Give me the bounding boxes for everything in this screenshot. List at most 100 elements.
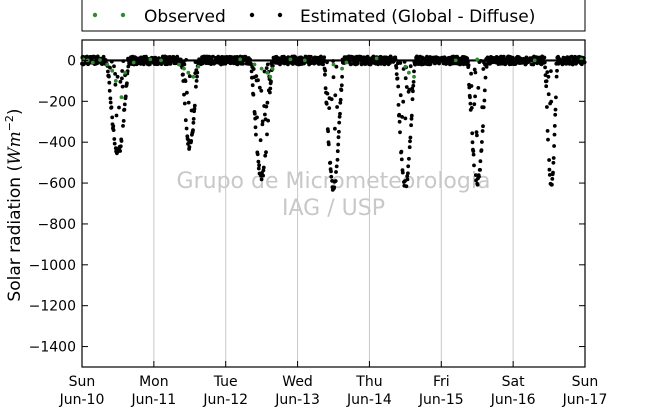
estimated-point	[333, 93, 338, 98]
estimated-point	[107, 88, 112, 93]
estimated-point	[111, 128, 116, 133]
observed-point	[186, 70, 191, 75]
x-tick-label-date: Jun-12	[202, 392, 248, 408]
estimated-point	[118, 144, 123, 149]
estimated-point	[265, 100, 270, 105]
observed-point	[177, 62, 181, 67]
observed-point	[259, 66, 264, 71]
estimated-point	[106, 69, 110, 74]
estimated-point	[481, 67, 486, 71]
observed-point	[270, 66, 275, 71]
estimated-point	[408, 135, 413, 140]
estimated-point	[181, 72, 185, 77]
estimated-point	[107, 80, 112, 85]
observed-point	[90, 60, 95, 65]
estimated-point	[473, 70, 478, 75]
estimated-point	[334, 64, 339, 69]
estimated-point	[120, 76, 124, 81]
estimated-point	[468, 101, 473, 106]
estimated-point	[125, 81, 129, 86]
estimated-point	[334, 164, 339, 169]
x-tick-label-day: Wed	[282, 374, 313, 390]
estimated-point	[323, 72, 327, 77]
observed-point	[119, 95, 124, 100]
series-observed-points	[81, 56, 584, 100]
estimated-point	[194, 84, 198, 89]
estimated-point	[553, 107, 558, 112]
estimated-point	[189, 139, 194, 143]
estimated-point	[119, 139, 124, 143]
estimated-point	[466, 60, 470, 64]
estimated-point	[262, 69, 267, 74]
estimated-point	[546, 74, 551, 79]
estimated-point	[187, 74, 192, 79]
x-tick-label-date: Jun-10	[59, 392, 105, 408]
estimated-point	[182, 62, 187, 67]
estimated-point	[248, 57, 253, 62]
estimated-point	[263, 153, 268, 158]
y-axis-label-close: )	[5, 108, 25, 115]
estimated-point	[191, 128, 195, 133]
y-tick-label: −1000	[29, 258, 76, 274]
x-tick-label-day: Sun	[69, 374, 96, 390]
estimated-point	[183, 118, 188, 123]
estimated-point	[552, 144, 556, 148]
estimated-point	[398, 93, 403, 98]
estimated-point	[394, 65, 399, 70]
observed-point	[191, 74, 196, 79]
estimated-point	[114, 113, 119, 118]
observed-point	[403, 64, 408, 69]
estimated-point	[122, 107, 127, 112]
observed-point	[268, 74, 273, 79]
estimated-point	[553, 112, 558, 117]
observed-point	[238, 57, 243, 62]
estimated-point	[148, 62, 152, 67]
estimated-point	[187, 145, 192, 149]
estimated-point	[395, 76, 400, 81]
estimated-point	[478, 168, 482, 172]
estimated-point	[399, 149, 404, 154]
estimated-point	[469, 84, 474, 88]
estimated-point	[111, 124, 116, 129]
estimated-point	[265, 62, 270, 67]
estimated-point	[256, 159, 261, 164]
estimated-point	[546, 137, 550, 142]
estimated-point	[260, 122, 265, 127]
estimated-point	[551, 170, 555, 175]
estimated-point	[336, 135, 341, 140]
series-estimated-points	[80, 54, 587, 192]
y-tick-label: −600	[38, 176, 76, 192]
estimated-point	[469, 71, 473, 76]
estimated-point	[103, 58, 108, 62]
estimated-point	[409, 113, 414, 118]
x-tick-label-day: Sat	[502, 374, 525, 390]
y-tick-label: −200	[38, 94, 76, 110]
estimated-point	[251, 67, 256, 71]
estimated-point	[543, 73, 548, 77]
estimated-point	[123, 94, 128, 99]
estimated-point	[403, 76, 408, 81]
observed-point	[182, 66, 186, 71]
y-tick-label: −400	[38, 135, 76, 151]
estimated-point	[325, 60, 329, 65]
observed-point	[475, 57, 480, 62]
estimated-point	[337, 114, 342, 119]
estimated-point	[339, 88, 344, 92]
estimated-point	[337, 129, 341, 134]
estimated-point	[112, 137, 117, 141]
estimated-point	[471, 149, 476, 154]
estimated-point	[404, 85, 409, 89]
observed-point	[123, 70, 127, 75]
estimated-point	[398, 130, 402, 135]
estimated-point	[549, 69, 553, 73]
estimated-point	[112, 64, 116, 69]
estimated-point	[256, 78, 260, 83]
legend-marker-estimated-1	[249, 12, 255, 18]
estimated-point	[254, 74, 259, 78]
estimated-point	[409, 116, 414, 121]
estimated-point	[192, 106, 197, 111]
y-axis-label-exponent: −2	[3, 115, 16, 131]
estimated-point	[552, 132, 557, 137]
observed-point	[113, 79, 118, 83]
estimated-point	[550, 177, 555, 181]
